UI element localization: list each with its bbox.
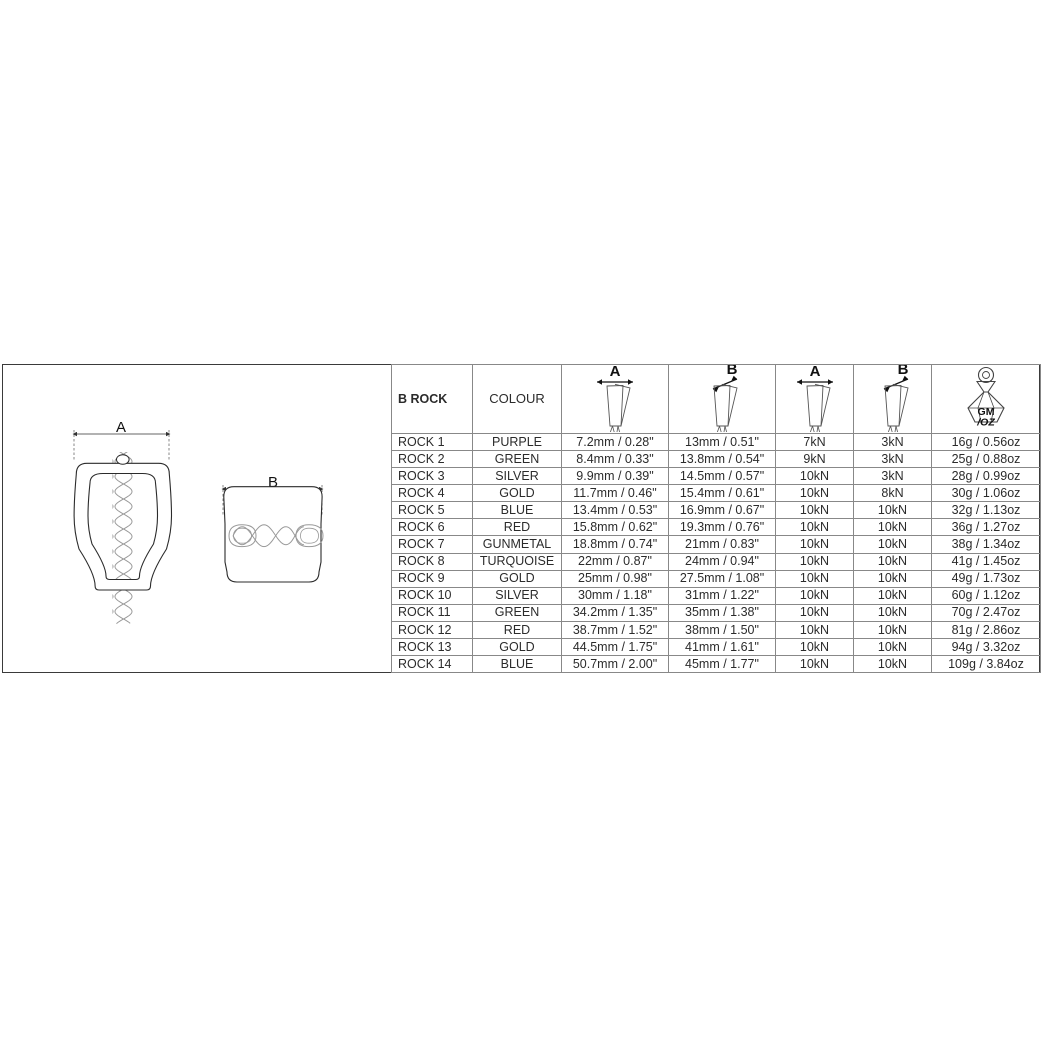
svg-text:A: A	[610, 365, 621, 380]
svg-text:A: A	[809, 365, 820, 380]
svg-text:B: B	[727, 365, 738, 378]
svg-text:B: B	[897, 365, 908, 378]
svg-text:/OZ: /OZ	[976, 417, 995, 429]
svg-text:A: A	[116, 419, 126, 436]
